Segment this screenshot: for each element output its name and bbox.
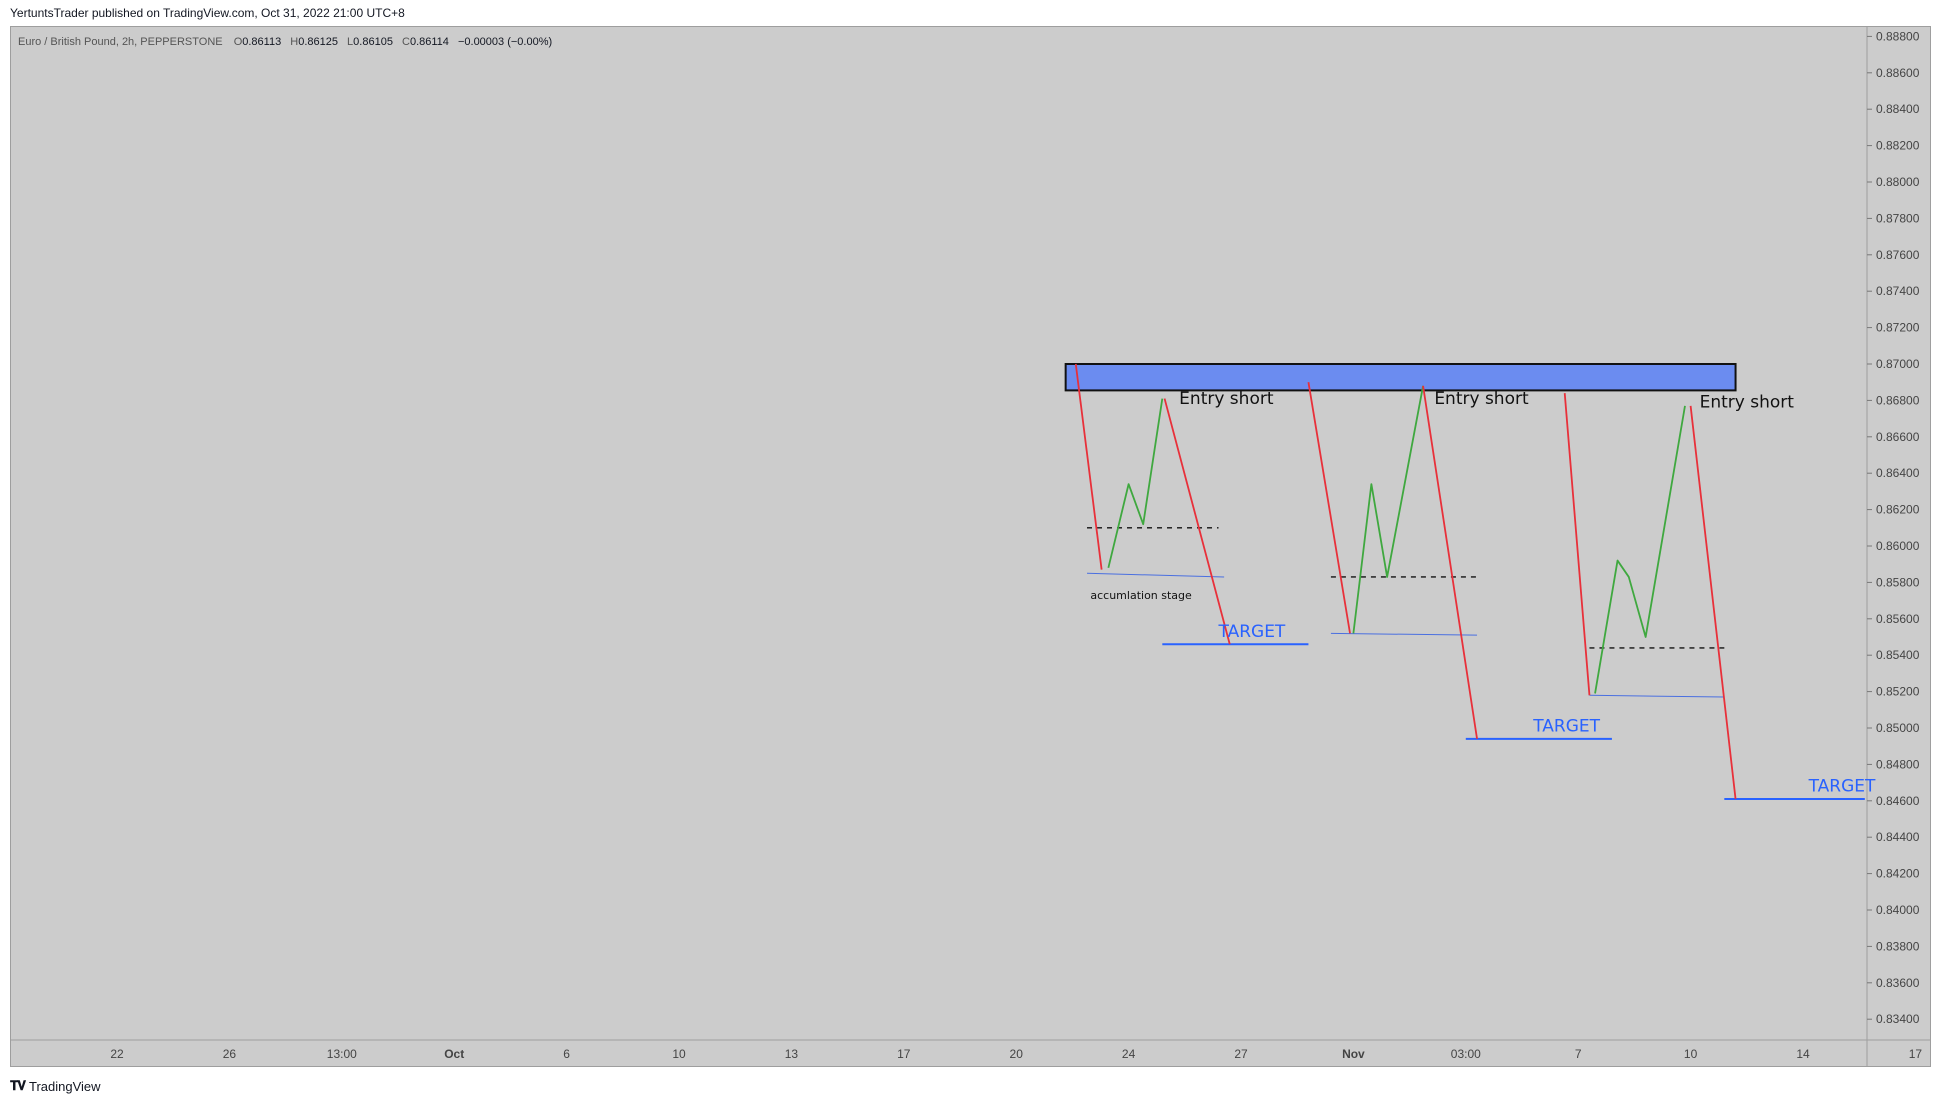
x-tick-label: 22 xyxy=(110,1047,124,1061)
y-tick-label: 0.84600 xyxy=(1876,794,1920,808)
bearish-leg-path[interactable] xyxy=(1689,405,1737,800)
y-tick-label: 0.85400 xyxy=(1876,648,1920,662)
entry-short-label[interactable]: Entry short xyxy=(1434,389,1529,409)
footer-brand[interactable]: 𝐓𝐕 TradingView xyxy=(10,1078,101,1094)
y-tick-label: 0.84400 xyxy=(1876,830,1920,844)
target-label[interactable]: TARGET xyxy=(1808,777,1876,797)
x-tick-label: 17 xyxy=(1909,1047,1923,1061)
bullish-leg-path[interactable] xyxy=(1352,385,1424,634)
publish-line: YertuntsTrader published on TradingView.… xyxy=(10,6,405,20)
y-tick-label: 0.86800 xyxy=(1876,393,1920,407)
y-tick-label: 0.85600 xyxy=(1876,612,1920,626)
base-line[interactable] xyxy=(1330,632,1478,636)
bearish-leg-path[interactable] xyxy=(1563,393,1591,696)
high-label: H xyxy=(290,36,298,48)
close-value: 0.86114 xyxy=(410,36,449,48)
base-line[interactable] xyxy=(1086,572,1225,578)
svg-text:Euro / British Pound, 2h, PEPP: Euro / British Pound, 2h, PEPPERSTONE O0… xyxy=(18,36,552,48)
x-tick-label: 20 xyxy=(1010,1047,1024,1061)
x-tick-label: 14 xyxy=(1796,1047,1810,1061)
x-tick-label: 10 xyxy=(1684,1047,1698,1061)
bullish-leg-path[interactable] xyxy=(1107,398,1164,569)
drawings: Entry short Entry short Entry short TARGET T… xyxy=(1064,363,1876,800)
y-tick-label: 0.87400 xyxy=(1876,284,1920,298)
x-tick-label: 13 xyxy=(785,1047,799,1061)
open-value: 0.86113 xyxy=(242,36,281,48)
accumulation-stage-label[interactable]: accumlation stage xyxy=(1090,589,1192,602)
symbol-name: Euro / British Pound, 2h, PEPPERSTONE xyxy=(18,36,223,48)
y-tick-label: 0.83400 xyxy=(1876,1012,1920,1026)
target-label[interactable]: TARGET xyxy=(1532,717,1600,737)
base-line[interactable] xyxy=(1589,694,1725,698)
x-tick-label: 03:00 xyxy=(1451,1047,1481,1061)
change-value: −0.00003 (−0.00%) xyxy=(458,36,552,48)
x-tick-label: 24 xyxy=(1122,1047,1136,1061)
y-tick-label: 0.85200 xyxy=(1876,685,1920,699)
x-tick-label: 27 xyxy=(1234,1047,1248,1061)
x-tick-label: 7 xyxy=(1575,1047,1582,1061)
y-tick-label: 0.87200 xyxy=(1876,321,1920,335)
bearish-leg-path[interactable] xyxy=(1422,385,1478,740)
entry-short-label[interactable]: Entry short xyxy=(1700,393,1795,413)
entry-short-label[interactable]: Entry short xyxy=(1179,389,1274,409)
y-tick-label: 0.83600 xyxy=(1876,976,1920,990)
supply-zone-rect[interactable] xyxy=(1064,363,1737,392)
y-tick-label: 0.84800 xyxy=(1876,757,1920,771)
x-tick-label: Nov xyxy=(1342,1047,1365,1061)
x-tick-label: 26 xyxy=(223,1047,237,1061)
y-tick-label: 0.88400 xyxy=(1876,102,1920,116)
chart-frame[interactable] xyxy=(10,26,1931,1067)
y-tick-label: 0.88200 xyxy=(1876,139,1920,153)
x-tick-label: 10 xyxy=(672,1047,686,1061)
symbol-legend: Euro / British Pound, 2h, PEPPERSTONE O0… xyxy=(18,36,552,48)
high-value: 0.86125 xyxy=(298,36,338,48)
bearish-leg-path[interactable] xyxy=(1307,382,1351,634)
bullish-leg-path[interactable] xyxy=(1594,405,1686,694)
y-tick-label: 0.86000 xyxy=(1876,539,1920,553)
y-tick-label: 0.85800 xyxy=(1876,575,1920,589)
y-tick-label: 0.87800 xyxy=(1876,211,1920,225)
axes: 0.88800 0.88600 0.88400 0.88200 0.88000 0.878… xyxy=(10,26,1931,1067)
y-tick-label: 0.83800 xyxy=(1876,939,1920,953)
x-tick-label: 6 xyxy=(563,1047,570,1061)
y-tick-label: 0.87600 xyxy=(1876,248,1920,262)
bearish-leg-path[interactable] xyxy=(1074,363,1103,570)
y-tick-label: 0.86200 xyxy=(1876,503,1920,517)
bearish-leg-path[interactable] xyxy=(1163,398,1231,645)
footer-brand-label: TradingView xyxy=(29,1078,101,1094)
low-label: L xyxy=(347,36,353,48)
y-tick-label: 0.86600 xyxy=(1876,430,1920,444)
close-label: C xyxy=(402,36,410,48)
open-label: O xyxy=(234,36,243,48)
y-tick-label: 0.87000 xyxy=(1876,357,1920,371)
y-tick-label: 0.84000 xyxy=(1876,903,1920,917)
low-value: 0.86105 xyxy=(353,36,393,48)
y-tick-label: 0.88600 xyxy=(1876,66,1920,80)
target-label[interactable]: TARGET xyxy=(1218,622,1286,642)
y-tick-label: 0.84200 xyxy=(1876,867,1920,881)
y-tick-label: 0.88800 xyxy=(1876,29,1920,43)
y-tick-label: 0.86400 xyxy=(1876,466,1920,480)
x-tick-label: Oct xyxy=(444,1047,464,1061)
tradingview-logo-icon: 𝐓𝐕 xyxy=(10,1078,26,1093)
x-tick-label: 13:00 xyxy=(327,1047,357,1061)
y-tick-label: 0.88000 xyxy=(1876,175,1920,189)
y-tick-label: 0.85000 xyxy=(1876,721,1920,735)
x-tick-label: 17 xyxy=(897,1047,911,1061)
